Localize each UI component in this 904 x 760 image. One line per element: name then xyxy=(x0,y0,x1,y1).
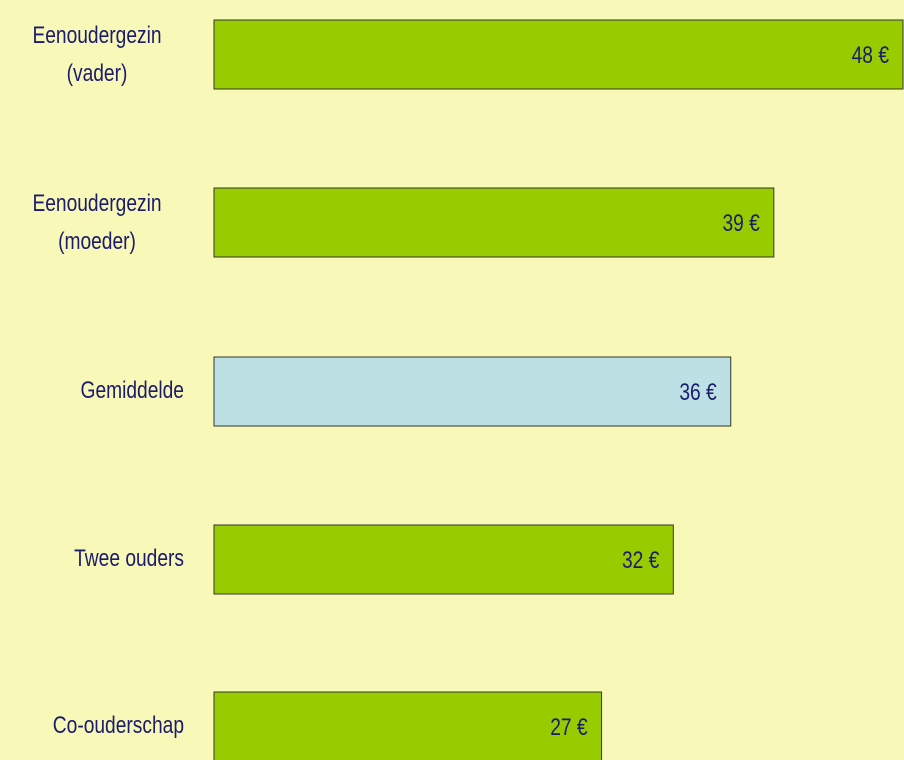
category-line: Eenoudergezin xyxy=(32,189,161,217)
category-line: (moeder) xyxy=(58,227,136,255)
bar xyxy=(213,524,674,595)
value-label: 36 € xyxy=(679,378,716,406)
category-label: Eenoudergezin (moeder) xyxy=(32,189,161,255)
category-label: Co-ouderschap xyxy=(53,711,184,739)
bar xyxy=(213,691,603,760)
bar xyxy=(213,19,904,90)
value-label: 48 € xyxy=(852,41,889,69)
category-label: Twee ouders xyxy=(74,544,184,572)
category-label: Gemiddelde xyxy=(81,376,184,404)
value-label: 32 € xyxy=(622,546,659,574)
category-line: Eenoudergezin xyxy=(32,21,161,49)
value-label: 27 € xyxy=(550,713,587,741)
bar xyxy=(213,187,775,258)
category-label: Eenoudergezin (vader) xyxy=(32,21,161,87)
bar xyxy=(213,356,732,427)
category-line: (vader) xyxy=(67,59,128,87)
value-label: 39 € xyxy=(722,209,759,237)
